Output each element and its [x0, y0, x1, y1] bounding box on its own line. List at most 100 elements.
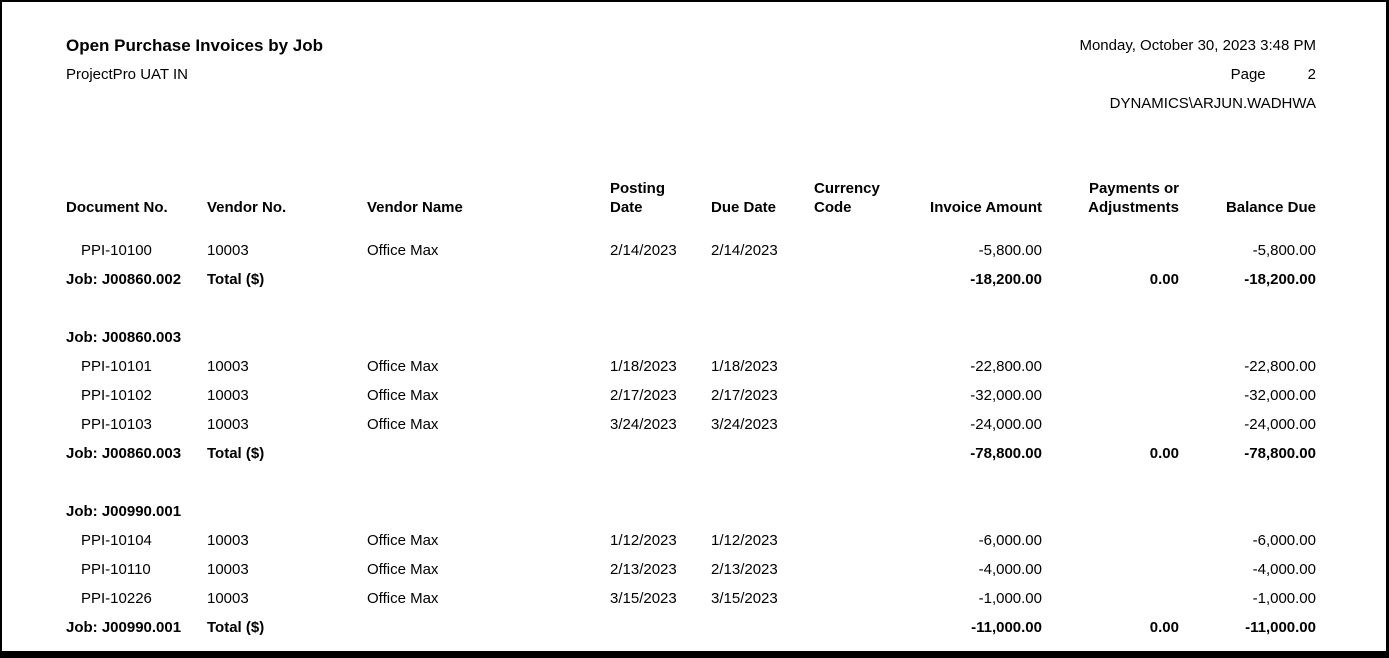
- page-indicator: Page 2: [1079, 60, 1316, 89]
- payments-adjustments-total-cell: 0.00: [1149, 445, 1179, 462]
- invoice-table: Document No. Vendor No. Vendor Name Post…: [66, 179, 1316, 642]
- column-header-vendor-no: Vendor No.: [207, 199, 287, 216]
- currency-code-cell: [814, 381, 884, 410]
- posting-date-cell: 1/18/2023: [610, 358, 677, 375]
- table-row-invoice: PPI-10104 10003 Office Max 1/12/2023 1/12/20…: [66, 526, 1316, 555]
- empty-cell: [814, 613, 884, 642]
- vendor-name-cell: Office Max: [367, 387, 439, 404]
- balance-due-total-cell: -18,200.00: [1244, 271, 1316, 288]
- vendor-no-cell: 10003: [207, 590, 249, 607]
- due-date-cell: 3/24/2023: [711, 416, 778, 433]
- invoice-amount-cell: -22,800.00: [970, 358, 1042, 375]
- due-date-cell: 1/18/2023: [711, 358, 778, 375]
- column-header-vendor-name: Vendor Name: [367, 199, 463, 216]
- invoice-amount-total-cell: -11,000.00: [971, 619, 1042, 636]
- column-header-due-date: Due Date: [711, 199, 777, 216]
- vendor-name-cell: Office Max: [367, 242, 439, 259]
- payments-adjustments-total-cell: 0.00: [1149, 271, 1179, 288]
- empty-cell: [814, 265, 884, 294]
- currency-code-cell: [814, 410, 884, 439]
- currency-code-cell: [814, 236, 884, 265]
- invoice-amount-cell: -32,000.00: [970, 387, 1042, 404]
- spacer-cell: [66, 468, 1316, 497]
- empty-cell: [711, 439, 814, 468]
- due-date-cell: 2/13/2023: [711, 561, 778, 578]
- posting-date-cell: 3/24/2023: [610, 416, 677, 433]
- balance-due-cell: -5,800.00: [1252, 242, 1316, 259]
- empty-cell: [814, 439, 884, 468]
- invoice-table-body: PPI-10100 10003 Office Max 2/14/2023 2/14/20…: [66, 236, 1316, 642]
- column-header-posting-date: Posting Date: [610, 180, 665, 216]
- posting-date-cell: 2/13/2023: [610, 561, 677, 578]
- balance-due-cell: -22,800.00: [1244, 358, 1316, 375]
- report-title: Open Purchase Invoices by Job: [66, 36, 323, 55]
- table-row-spacer: [66, 468, 1316, 497]
- page-number: 2: [1307, 66, 1316, 83]
- table-row-job_header: Job: J00990.001: [66, 497, 1316, 526]
- payments-adjustments-cell: [1042, 555, 1179, 584]
- job-total-label-cell: Job: J00860.003: [66, 445, 182, 462]
- page-label: Page: [1230, 66, 1266, 83]
- table-row-total: Job: J00860.002 Total ($) -18,200.00 0.00 -1…: [66, 265, 1316, 294]
- column-header-document-no: Document No.: [66, 199, 168, 216]
- table-row-invoice: PPI-10110 10003 Office Max 2/13/2023 2/13/20…: [66, 555, 1316, 584]
- balance-due-cell: -1,000.00: [1252, 590, 1316, 607]
- balance-due-cell: -6,000.00: [1252, 532, 1316, 549]
- invoice-amount-cell: -24,000.00: [970, 416, 1042, 433]
- report-datetime: Monday, October 30, 2023 3:48 PM: [1079, 37, 1316, 54]
- table-row-job_header: Job: J00860.003: [66, 323, 1316, 352]
- vendor-no-cell: 10003: [207, 416, 249, 433]
- company-name: ProjectPro UAT IN: [66, 66, 188, 83]
- table-row-invoice: PPI-10102 10003 Office Max 2/17/2023 2/17/20…: [66, 381, 1316, 410]
- empty-cell: [367, 613, 610, 642]
- due-date-cell: 2/14/2023: [711, 242, 778, 259]
- invoice-amount-cell: -6,000.00: [978, 532, 1042, 549]
- report-header-left: Open Purchase Invoices by Job ProjectPro…: [66, 31, 323, 118]
- empty-cell: [367, 265, 610, 294]
- table-row-spacer: [66, 294, 1316, 323]
- document-no-cell: PPI-10100: [81, 242, 152, 259]
- document-no-cell: PPI-10102: [81, 387, 152, 404]
- empty-cell: [711, 265, 814, 294]
- posting-date-cell: 3/15/2023: [610, 590, 677, 607]
- payments-adjustments-cell: [1042, 352, 1179, 381]
- vendor-no-cell: 10003: [207, 561, 249, 578]
- balance-due-cell: -32,000.00: [1244, 387, 1316, 404]
- table-header-row: Document No. Vendor No. Vendor Name Post…: [66, 179, 1316, 236]
- currency-code-cell: [814, 555, 884, 584]
- balance-due-total-cell: -78,800.00: [1244, 445, 1316, 462]
- table-row-invoice: PPI-10226 10003 Office Max 3/15/2023 3/15/20…: [66, 584, 1316, 613]
- posting-date-cell: 2/14/2023: [610, 242, 677, 259]
- posting-date-cell: 1/12/2023: [610, 532, 677, 549]
- table-row-invoice: PPI-10103 10003 Office Max 3/24/2023 3/24/20…: [66, 410, 1316, 439]
- document-no-cell: PPI-10103: [81, 416, 152, 433]
- vendor-name-cell: Office Max: [367, 590, 439, 607]
- vendor-no-cell: 10003: [207, 387, 249, 404]
- invoice-amount-cell: -5,800.00: [978, 242, 1042, 259]
- job-header-cell: Job: J00860.003: [66, 329, 182, 346]
- column-header-payments-adjustments: Payments or Adjustments: [1088, 180, 1179, 216]
- document-no-cell: PPI-10226: [81, 590, 152, 607]
- balance-due-cell: -4,000.00: [1252, 561, 1316, 578]
- job-total-label-cell: Job: J00990.001: [66, 619, 182, 636]
- vendor-name-cell: Office Max: [367, 416, 439, 433]
- vendor-name-cell: Office Max: [367, 532, 439, 549]
- column-header-balance-due: Balance Due: [1225, 199, 1316, 216]
- vendor-no-cell: 10003: [207, 532, 249, 549]
- spacer-cell: [66, 294, 1316, 323]
- due-date-cell: 2/17/2023: [711, 387, 778, 404]
- table-row-total: Job: J00860.003 Total ($) -78,800.00 0.00 -7…: [66, 439, 1316, 468]
- column-header-invoice-amount: Invoice Amount: [930, 199, 1042, 216]
- total-caption-cell: Total ($): [207, 445, 265, 462]
- empty-cell: [610, 265, 711, 294]
- total-caption-cell: Total ($): [207, 271, 265, 288]
- total-caption-cell: Total ($): [207, 619, 265, 636]
- table-row-total: Job: J00990.001 Total ($) -11,000.00 0.00 -1…: [66, 613, 1316, 642]
- document-no-cell: PPI-10110: [81, 561, 151, 578]
- invoice-amount-total-cell: -78,800.00: [970, 445, 1042, 462]
- empty-cell: [367, 439, 610, 468]
- currency-code-cell: [814, 352, 884, 381]
- vendor-no-cell: 10003: [207, 358, 249, 375]
- vendor-name-cell: Office Max: [367, 358, 439, 375]
- report-header-right: Monday, October 30, 2023 3:48 PM Page 2 D…: [1079, 31, 1316, 118]
